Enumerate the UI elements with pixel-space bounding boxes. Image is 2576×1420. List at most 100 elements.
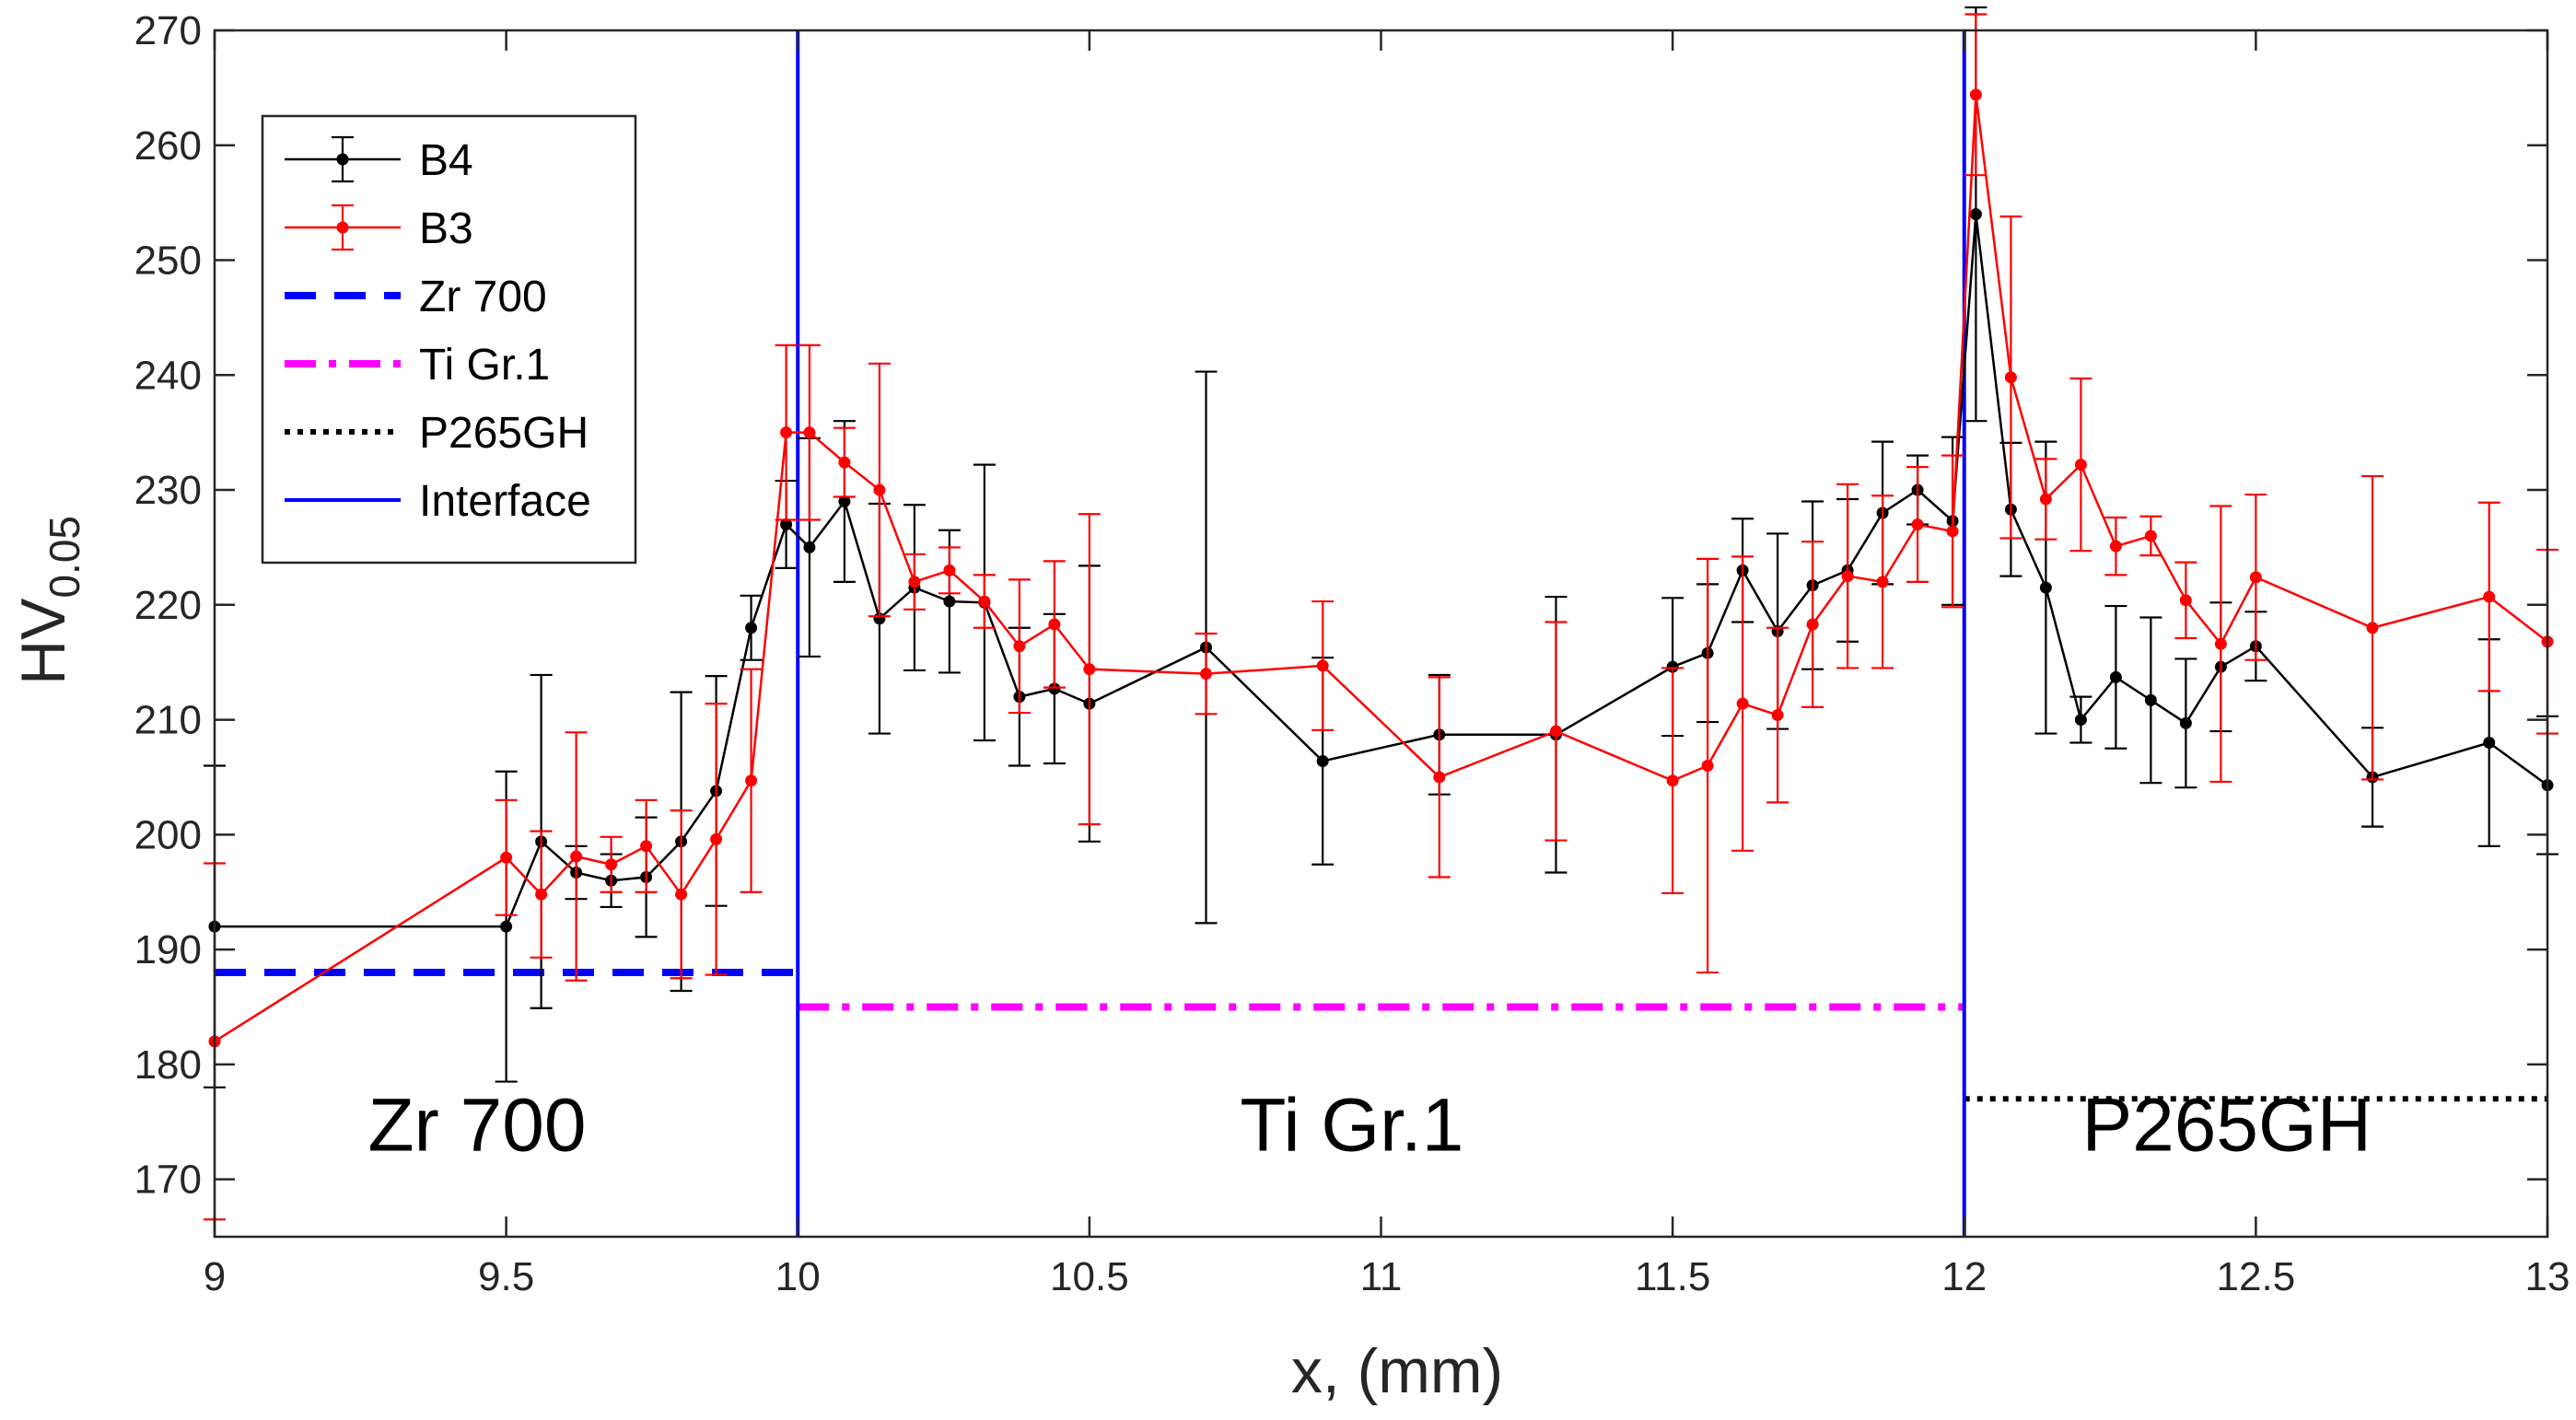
y-tick-label: 180 [134,1042,202,1088]
b4-data-point [2109,670,2122,683]
legend-label: P265GH [419,409,589,458]
x-tick-label: 11 [1360,1254,1403,1299]
y-tick-label: 190 [134,927,202,972]
b3-data-point [1841,570,1854,583]
b3-data-point [2366,622,2379,634]
x-tick-label: 10.5 [1050,1254,1129,1299]
b3-data-point [675,888,688,901]
b3-data-point [780,426,793,439]
axes-layer: 9 9.5 10 10.5 11 11.5 12 12.5 13 170 180 190 200 210 2… [134,8,2570,1299]
b3-data-point [535,888,548,901]
b3-data-point [500,851,513,864]
legend-entry-zr-700: Zr 700 [285,273,547,321]
b3-data-point [1969,88,1982,101]
legend-entry-p265gh: P265GH [285,409,589,458]
y-axis-title-subscript: 0.05 [41,516,88,599]
b3-data-point [745,774,758,787]
legend-entry-ti-gr-1: Ti Gr.1 [285,341,550,390]
b3-data-point [2144,530,2157,542]
reference-lines-layer [215,969,2547,1102]
legend-label: B3 [419,204,473,253]
b3-line [214,94,2548,1042]
b4-data-point [838,495,851,508]
b3-data-point [710,832,723,845]
b4-data-point [2483,737,2496,750]
y-tick-label: 260 [134,123,202,169]
legend-entry-b3: B3 [285,204,473,253]
b3-data-point [978,595,991,608]
y-tick-label: 210 [134,698,202,743]
b3-data-point [873,483,886,496]
b3-data-point [2039,493,2052,506]
y-tick-label: 270 [134,8,202,53]
b4-data-point [2144,693,2157,706]
x-tick-label: 12 [1941,1254,1987,1299]
b3-data-point [1701,759,1714,772]
x-tick-label: 10 [775,1254,821,1299]
x-tick-label: 12.5 [2217,1254,2296,1299]
legend-entry-interface: Interface [285,477,591,526]
b3-data-point [640,840,653,853]
legend-swatch-marker [336,221,349,234]
b3-data-point [1316,659,1329,672]
region-label-zr-700: Zr 700 [367,1083,586,1167]
b3-data-point [1806,618,1819,631]
b3-data-point [908,576,921,588]
b3-data-point [2179,594,2192,607]
y-tick-label: 220 [134,583,202,628]
b3-data-point [1911,518,1924,530]
b3-data-point [943,564,956,576]
b3-data-point [1083,663,1096,676]
b3-data-point [803,426,816,439]
b3-data-point [1876,576,1889,588]
b4-data-point [943,595,956,608]
region-label-ti-gr-1: Ti Gr.1 [1240,1083,1463,1167]
series-b3 [204,13,2559,1221]
y-tick-label: 170 [134,1158,202,1203]
b4-line [215,214,2548,928]
region-label-p265gh: P265GH [2081,1083,2372,1167]
b3-data-point [2249,571,2262,584]
b4-data-point [803,541,816,553]
b3-data-point [1200,668,1213,681]
y-axis-title-main: HV [8,598,78,685]
b4-data-point [780,518,793,530]
b3-data-point [570,850,583,863]
x-tick-label: 9 [204,1254,226,1299]
axis-titles-layer: x, (mm) HV0.05 [8,516,1503,1406]
interface-lines-layer [796,30,1966,1237]
b3-data-point [1433,771,1446,784]
b3-data-point [1736,697,1749,710]
legend-swatch-marker [336,153,349,166]
x-tick-label: 11.5 [1635,1254,1710,1299]
b3-data-point [605,858,618,871]
b4-data-point [2179,716,2192,729]
legend-label: Zr 700 [419,273,547,321]
b4-data-point [500,920,513,933]
b4-data-point [1048,682,1061,695]
y-tick-label: 240 [134,353,202,398]
b4-data-point [2039,581,2052,594]
y-tick-label: 200 [134,812,202,857]
y-tick-label: 230 [134,468,202,513]
legend-label: Interface [419,477,591,526]
x-tick-label: 13 [2525,1254,2570,1299]
legend-entry-b4: B4 [285,135,473,185]
x-tick-label: 9.5 [478,1254,534,1299]
b4-data-point [1666,660,1679,673]
b3-data-point [1771,709,1784,722]
b3-data-point [2214,637,2227,650]
series-layer [204,6,2559,1221]
y-tick-label: 250 [134,239,202,284]
y-axis-title: HV0.05 [8,516,88,685]
b3-data-point [838,456,851,469]
b3-data-point [1946,525,1959,538]
b3-data-point [1013,640,1026,653]
b3-data-point [1549,725,1562,738]
x-axis-title: x, (mm) [1291,1336,1503,1406]
legend-box [261,114,637,565]
b3-data-point [2004,371,2017,384]
b4-data-point [1316,754,1329,767]
